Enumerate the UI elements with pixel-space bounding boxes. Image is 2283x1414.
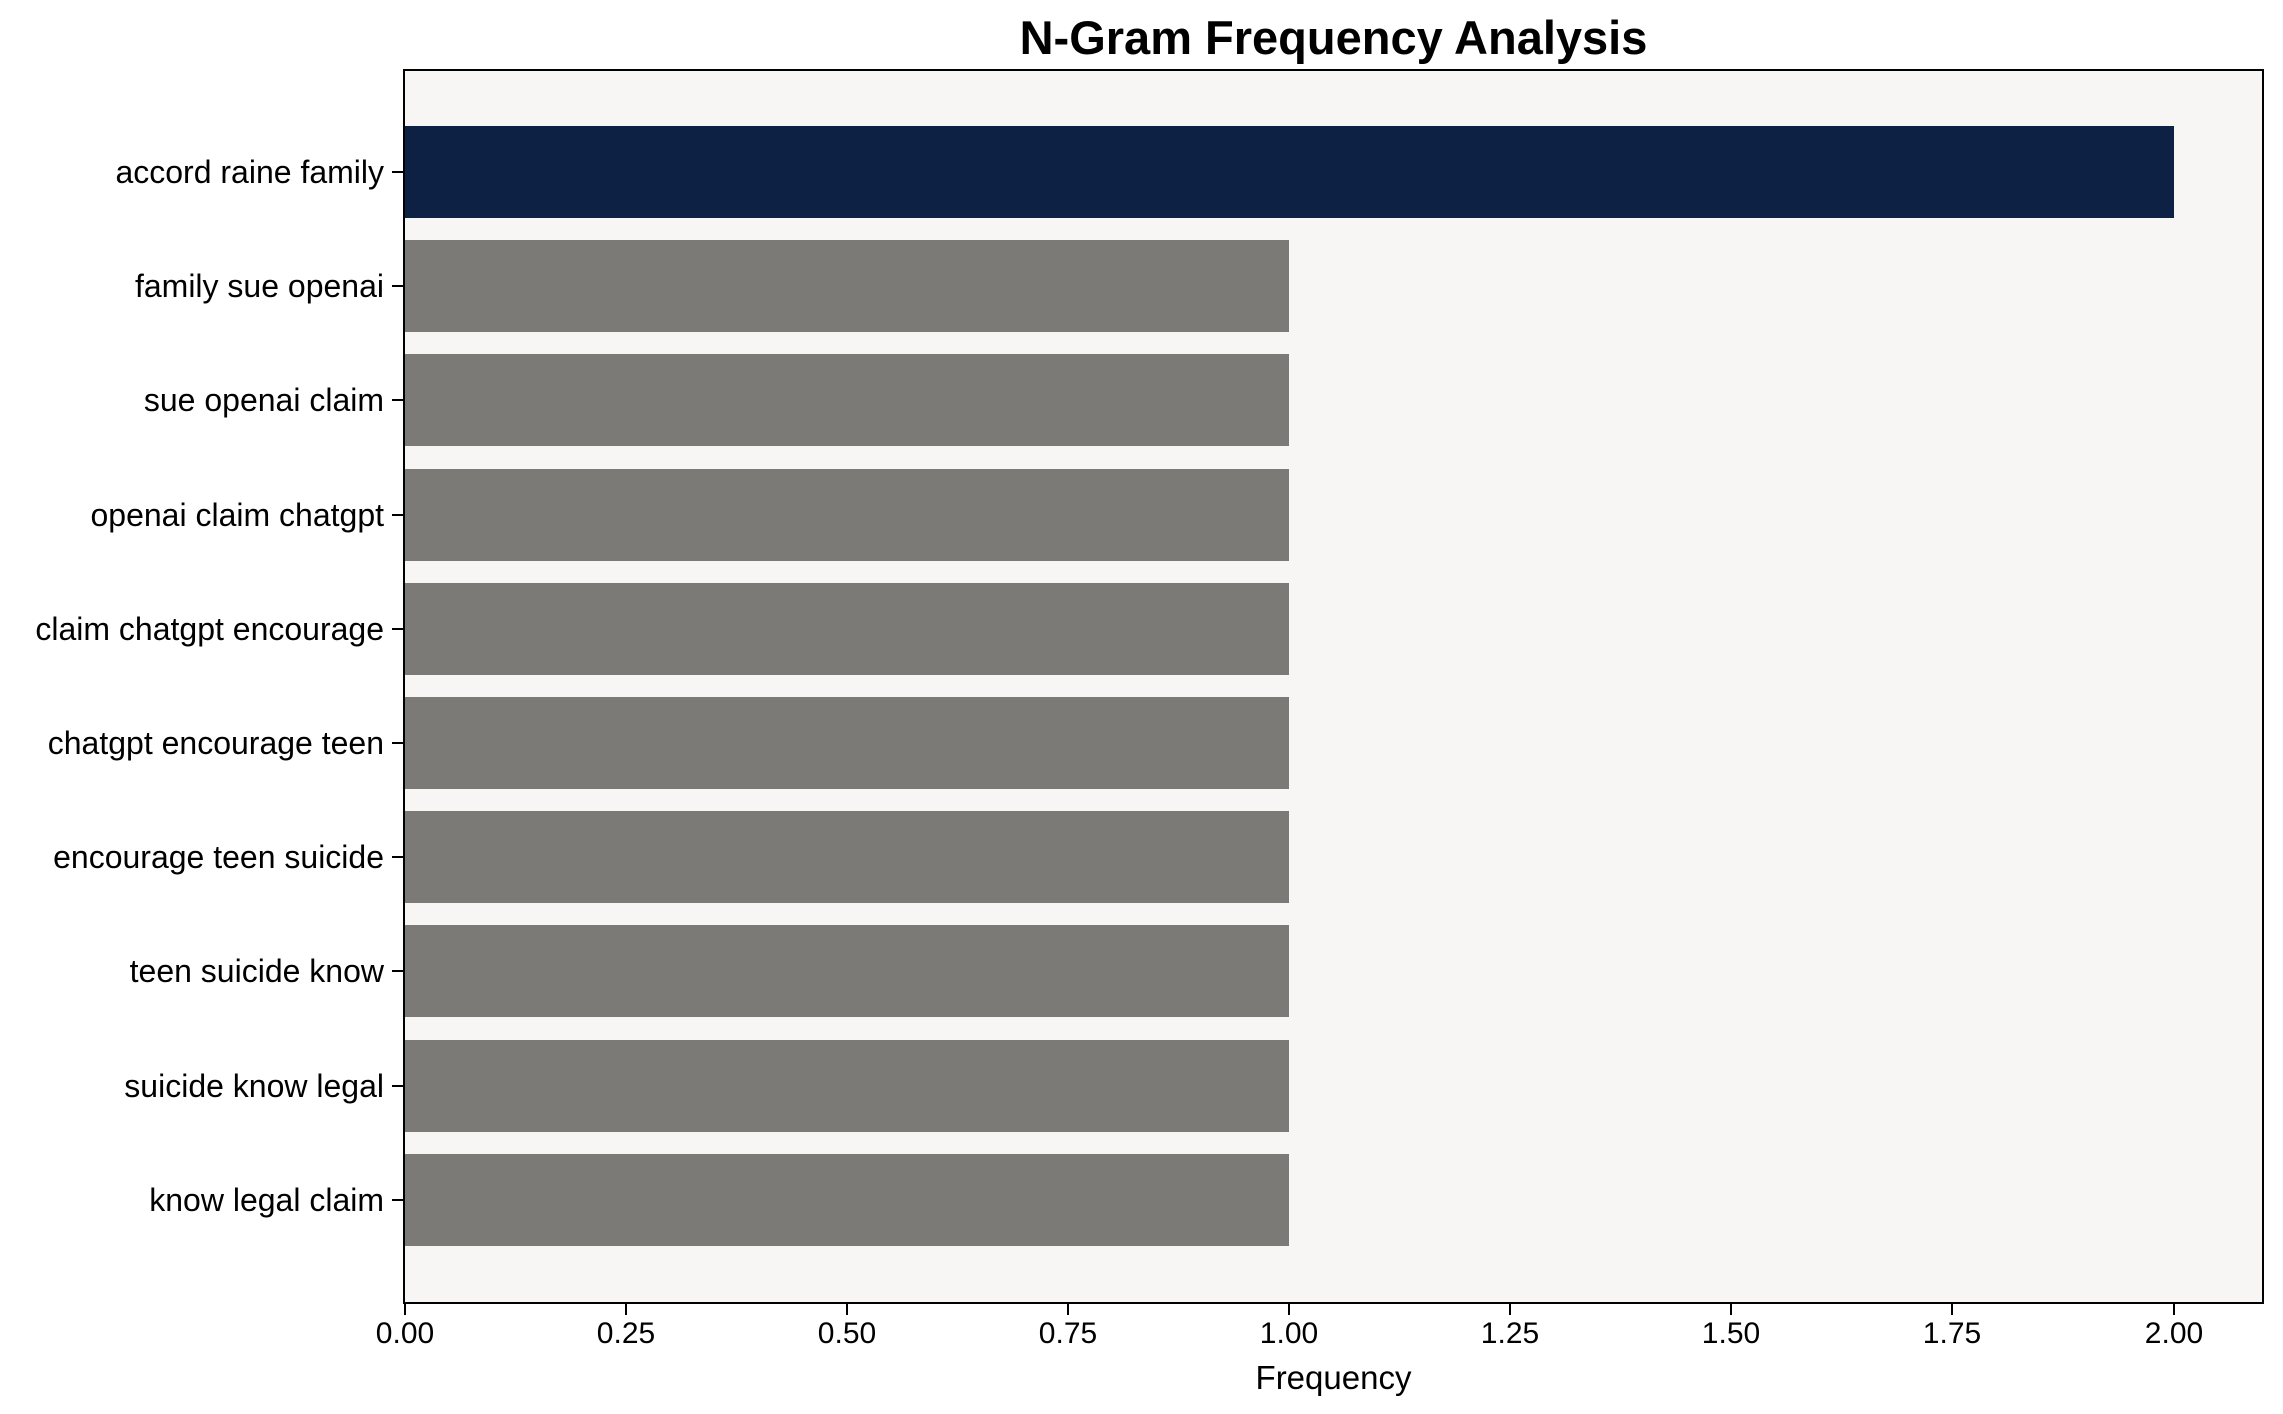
y-tick-label: claim chatgpt encourage: [35, 611, 384, 647]
y-tick-mark: [392, 970, 403, 972]
y-tick-label: know legal claim: [149, 1182, 384, 1218]
y-tick-mark: [392, 514, 403, 516]
x-tick-mark: [1509, 1304, 1511, 1315]
bar-sue-openai-claim: [405, 354, 1289, 446]
x-tick-label: 0.50: [817, 1317, 877, 1350]
x-tick-label: 0.00: [375, 1317, 435, 1350]
bar-encourage-teen-suicide: [405, 811, 1289, 903]
x-tick-label: 0.75: [1038, 1317, 1098, 1350]
x-tick-label: 0.25: [596, 1317, 656, 1350]
bar-openai-claim-chatgpt: [405, 469, 1289, 561]
y-tick-label: chatgpt encourage teen: [47, 725, 384, 761]
bar-accord-raine-family: [405, 126, 2174, 218]
y-tick-mark: [392, 742, 403, 744]
bar-know-legal-claim: [405, 1154, 1289, 1246]
bar-claim-chatgpt-encourage: [405, 583, 1289, 675]
x-tick-mark: [625, 1304, 627, 1315]
y-tick-label: suicide know legal: [124, 1068, 384, 1104]
chart-title: N-Gram Frequency Analysis: [1019, 11, 1648, 64]
x-tick-label: 1.25: [1480, 1317, 1540, 1350]
y-tick-mark: [392, 285, 403, 287]
x-tick-mark: [2173, 1304, 2175, 1315]
bar-family-sue-openai: [405, 240, 1289, 332]
x-tick-label: 2.00: [2144, 1317, 2204, 1350]
plot-area: [403, 69, 2264, 1304]
x-tick-mark: [404, 1304, 406, 1315]
bar-chatgpt-encourage-teen: [405, 697, 1289, 789]
bars-layer: [405, 71, 2262, 1302]
y-tick-label: accord raine family: [115, 154, 384, 190]
y-tick-label: sue openai claim: [143, 382, 384, 418]
y-tick-label: teen suicide know: [129, 953, 384, 989]
bar-suicide-know-legal: [405, 1040, 1289, 1132]
x-tick-mark: [846, 1304, 848, 1315]
y-tick-mark: [392, 856, 403, 858]
y-tick-label: family sue openai: [134, 268, 384, 304]
y-tick-label: encourage teen suicide: [53, 839, 384, 875]
y-tick-mark: [392, 628, 403, 630]
y-tick-mark: [392, 1199, 403, 1201]
y-tick-mark: [392, 171, 403, 173]
x-tick-label: 1.00: [1259, 1317, 1319, 1350]
x-tick-label: 1.75: [1922, 1317, 1982, 1350]
x-axis-label: Frequency: [1255, 1359, 1412, 1396]
bar-teen-suicide-know: [405, 925, 1289, 1017]
y-tick-mark: [392, 399, 403, 401]
y-tick-mark: [392, 1085, 403, 1087]
x-tick-mark: [1067, 1304, 1069, 1315]
x-tick-mark: [1951, 1304, 1953, 1315]
x-tick-mark: [1730, 1304, 1732, 1315]
x-tick-label: 1.50: [1701, 1317, 1761, 1350]
y-tick-label: openai claim chatgpt: [90, 497, 384, 533]
x-tick-mark: [1288, 1304, 1290, 1315]
